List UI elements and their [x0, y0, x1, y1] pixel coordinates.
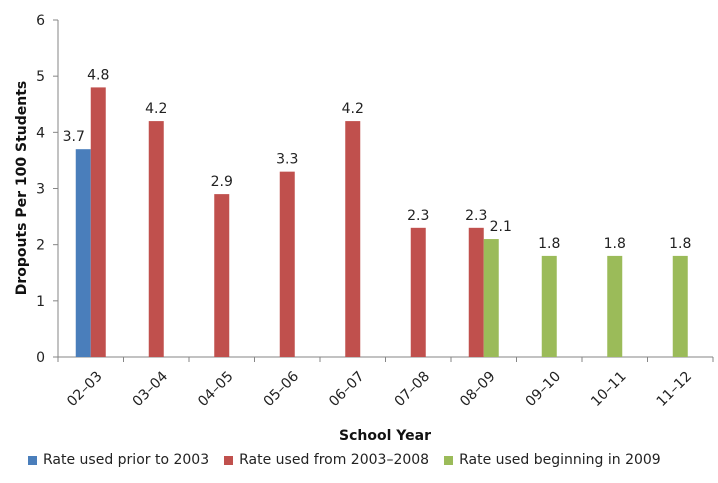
data-label: 1.8 — [669, 236, 691, 252]
bar — [541, 255, 557, 357]
y-tick-label: 6 — [36, 13, 45, 29]
x-tick-label: 09–10 — [523, 369, 564, 410]
y-tick-label: 0 — [36, 350, 45, 366]
bar — [90, 87, 106, 358]
y-tick-label: 4 — [36, 125, 45, 141]
y-tick-label: 1 — [36, 294, 45, 310]
x-axis: 02–03 03–04 04–05 05–06 06–07 07–08 08–09 09–10… — [57, 356, 714, 410]
data-label: 3.7 — [63, 129, 85, 145]
y-tick-label: 2 — [36, 238, 45, 254]
data-label: 1.8 — [604, 236, 626, 252]
x-tick-label: 05–06 — [261, 368, 303, 410]
bar — [468, 227, 484, 357]
bar — [483, 239, 499, 357]
x-tick-label: 11–12 — [654, 369, 695, 410]
data-label: 2.9 — [211, 174, 233, 190]
data-label: 1.8 — [538, 236, 560, 252]
data-label: 4.2 — [342, 101, 364, 117]
y-tick-label: 5 — [36, 69, 45, 85]
x-tick-label: 10–11 — [588, 369, 629, 410]
x-tick-label: 04–05 — [195, 369, 236, 410]
bar — [75, 149, 91, 357]
data-label: 2.1 — [490, 219, 512, 235]
x-axis-title: School Year — [339, 428, 431, 444]
data-label: 2.3 — [465, 208, 487, 224]
x-tick-label: 03–04 — [130, 368, 172, 410]
data-label: 2.3 — [407, 208, 429, 224]
legend-item-beginning-2009: Rate used beginning in 2009 — [444, 452, 661, 468]
legend-label: Rate used from 2003–2008 — [239, 452, 430, 468]
bar — [672, 255, 688, 357]
y-axis: 0 1 2 3 4 5 6 — [36, 13, 59, 366]
bar — [279, 171, 295, 357]
x-tick-label: 06–07 — [326, 369, 367, 410]
legend-item-prior-2003: Rate used prior to 2003 — [28, 452, 209, 468]
data-label: 4.8 — [87, 67, 109, 83]
x-tick-label: 02–03 — [64, 369, 105, 410]
legend-swatch — [28, 455, 37, 465]
bar — [410, 227, 426, 357]
y-axis-title: Dropouts Per 100 Students — [14, 81, 30, 296]
bar — [148, 121, 164, 357]
legend-label: Rate used beginning in 2009 — [459, 452, 661, 468]
legend: Rate used prior to 2003 Rate used from 2… — [28, 452, 718, 468]
legend-swatch — [224, 455, 234, 465]
bar — [214, 194, 230, 357]
bars — [75, 87, 688, 358]
x-tick-label: 07–08 — [392, 369, 433, 410]
x-tick-label: 08–09 — [457, 369, 498, 410]
data-labels: 3.74.84.22.93.34.22.3 2.32.11.8 1.8 1.8 — [63, 67, 692, 252]
legend-item-2003-2008: Rate used from 2003–2008 — [224, 452, 429, 468]
legend-swatch — [444, 455, 454, 465]
bar — [345, 121, 361, 357]
data-label: 4.2 — [145, 101, 167, 117]
bar — [607, 255, 623, 357]
y-tick-label: 3 — [36, 182, 45, 198]
chart: 0 1 2 3 4 5 6 02–03 03–04 04–05 05–06 06–07 07–08 08… — [14, 13, 714, 444]
data-label: 3.3 — [276, 152, 298, 168]
legend-label: Rate used prior to 2003 — [43, 452, 210, 468]
